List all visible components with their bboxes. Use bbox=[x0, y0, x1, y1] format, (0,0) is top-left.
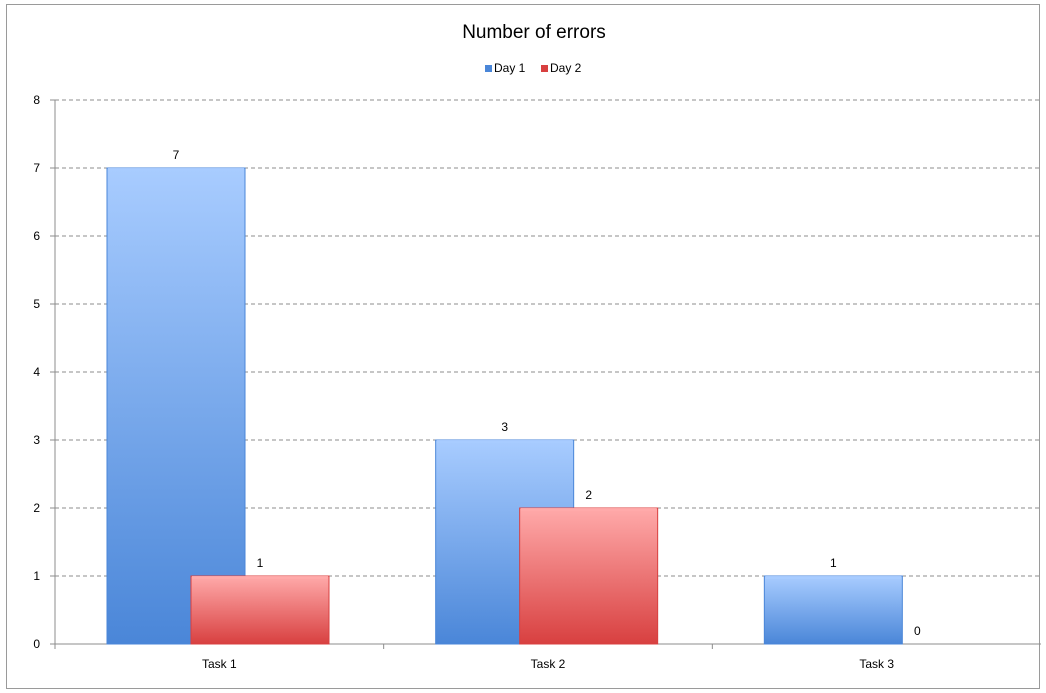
data-label: 2 bbox=[585, 488, 592, 502]
bar-top-highlight bbox=[436, 440, 573, 443]
bar-day-1-task-1 bbox=[106, 167, 246, 645]
bar-top-highlight bbox=[108, 168, 244, 171]
bar-chart: Number of errors Day 1 Day 2 0 1 2 3 4 5 6 7 8 Tas… bbox=[33, 22, 1041, 671]
legend-swatch-2 bbox=[541, 65, 548, 72]
legend-label-1: Day 1 bbox=[494, 61, 526, 75]
y-tick-label: 3 bbox=[33, 433, 40, 447]
data-label: 7 bbox=[173, 148, 180, 162]
chart-title: Number of errors bbox=[462, 22, 606, 43]
y-tick-label: 2 bbox=[33, 501, 40, 515]
legend-swatch-1 bbox=[485, 65, 492, 72]
data-label: 1 bbox=[830, 556, 837, 570]
y-tick-label: 1 bbox=[33, 569, 40, 583]
bar-top-highlight bbox=[192, 576, 328, 579]
bar-day-1-task-3 bbox=[763, 575, 903, 645]
y-tick-label: 7 bbox=[33, 161, 40, 175]
x-tick-label: Task 2 bbox=[531, 657, 566, 671]
legend-label-2: Day 2 bbox=[550, 61, 582, 75]
data-label: 1 bbox=[257, 556, 264, 570]
bar-top-highlight bbox=[520, 508, 657, 511]
y-tick-label: 0 bbox=[33, 637, 40, 651]
x-tick-label: Task 1 bbox=[202, 657, 237, 671]
bars bbox=[106, 167, 903, 645]
x-tick-label: Task 3 bbox=[859, 657, 894, 671]
data-label: 3 bbox=[501, 420, 508, 434]
y-tick-label: 5 bbox=[33, 297, 40, 311]
data-label: 0 bbox=[914, 624, 921, 638]
y-tick-label: 4 bbox=[33, 365, 40, 379]
bar-top-highlight bbox=[765, 576, 902, 579]
bar-day-2-task-2 bbox=[519, 507, 659, 645]
chart-frame: Number of errors Day 1 Day 2 0 1 2 3 4 5 6 7 8 Tas… bbox=[6, 4, 1041, 689]
y-tick-label: 6 bbox=[33, 229, 40, 243]
legend: Day 1 Day 2 bbox=[485, 61, 582, 75]
bar-day-2-task-1 bbox=[190, 575, 330, 645]
y-tick-label: 8 bbox=[33, 93, 40, 107]
data-labels: 7 1 3 2 1 0 bbox=[173, 148, 921, 638]
